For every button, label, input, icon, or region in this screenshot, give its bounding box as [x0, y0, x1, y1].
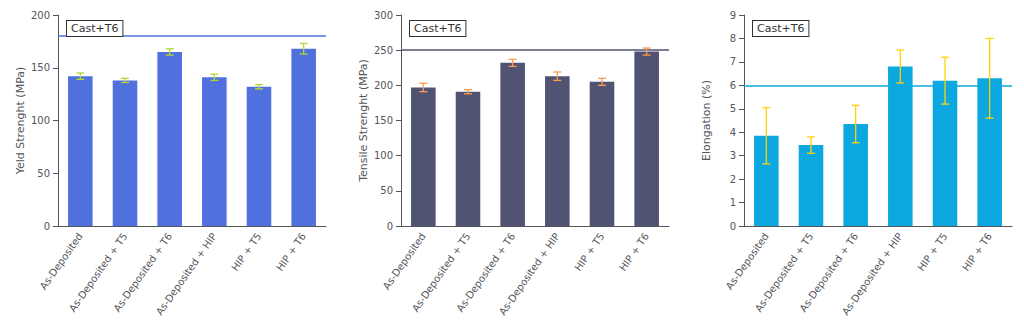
svg-text:200: 200: [31, 10, 50, 21]
svg-text:0: 0: [387, 221, 393, 232]
svg-text:0: 0: [730, 221, 736, 232]
svg-text:As-Deposited: As-Deposited: [38, 231, 85, 292]
svg-text:150: 150: [374, 115, 393, 126]
svg-text:HIP + T6: HIP + T6: [617, 231, 651, 273]
svg-text:HIP + T5: HIP + T5: [572, 231, 606, 273]
svg-text:250: 250: [374, 45, 393, 56]
svg-text:HIP + T5: HIP + T5: [229, 231, 263, 273]
svg-text:200: 200: [374, 80, 393, 91]
svg-text:As-Deposited + T5: As-Deposited + T5: [409, 230, 473, 314]
svg-text:300: 300: [374, 10, 393, 21]
svg-text:As-Deposited: As-Deposited: [381, 231, 428, 292]
svg-text:HIP + T5: HIP + T5: [915, 231, 949, 273]
svg-text:Tensile Strenght (MPa): Tensile Strenght (MPa): [357, 59, 370, 183]
svg-text:2: 2: [730, 174, 736, 185]
svg-text:0: 0: [44, 221, 50, 232]
svg-text:5: 5: [730, 103, 736, 114]
svg-text:150: 150: [31, 62, 50, 73]
svg-text:As-Deposited + T6: As-Deposited + T6: [454, 230, 518, 314]
svg-text:6: 6: [730, 80, 736, 91]
svg-text:Cast+T6: Cast+T6: [71, 22, 118, 35]
svg-text:As-Deposited + T5: As-Deposited + T5: [66, 230, 130, 314]
svg-text:9: 9: [730, 10, 736, 21]
svg-text:Elongation (%): Elongation (%): [700, 80, 713, 161]
svg-text:100: 100: [31, 115, 50, 126]
svg-text:4: 4: [730, 127, 736, 138]
svg-text:8: 8: [730, 33, 736, 44]
svg-text:HIP + T6: HIP + T6: [960, 231, 994, 273]
svg-text:Cast+T6: Cast+T6: [414, 22, 461, 35]
svg-text:As-Deposited + HIP: As-Deposited + HIP: [497, 231, 562, 317]
svg-text:100: 100: [374, 150, 393, 161]
svg-text:As-Deposited + HIP: As-Deposited + HIP: [154, 231, 219, 317]
svg-text:7: 7: [730, 56, 736, 67]
svg-text:Yeld Strenght (MPa): Yeld Strenght (MPa): [14, 67, 27, 176]
svg-text:As-Deposited + T6: As-Deposited + T6: [111, 230, 175, 314]
svg-text:As-Deposited: As-Deposited: [724, 231, 771, 292]
svg-text:3: 3: [730, 150, 736, 161]
svg-text:50: 50: [380, 185, 393, 196]
svg-text:HIP + T6: HIP + T6: [274, 231, 308, 273]
svg-text:50: 50: [37, 168, 50, 179]
svg-text:As-Deposited + T5: As-Deposited + T5: [752, 230, 816, 314]
svg-text:Cast+T6: Cast+T6: [757, 22, 804, 35]
svg-text:As-Deposited + HIP: As-Deposited + HIP: [840, 231, 905, 317]
svg-text:As-Deposited + T6: As-Deposited + T6: [797, 230, 861, 314]
svg-text:1: 1: [730, 197, 736, 208]
